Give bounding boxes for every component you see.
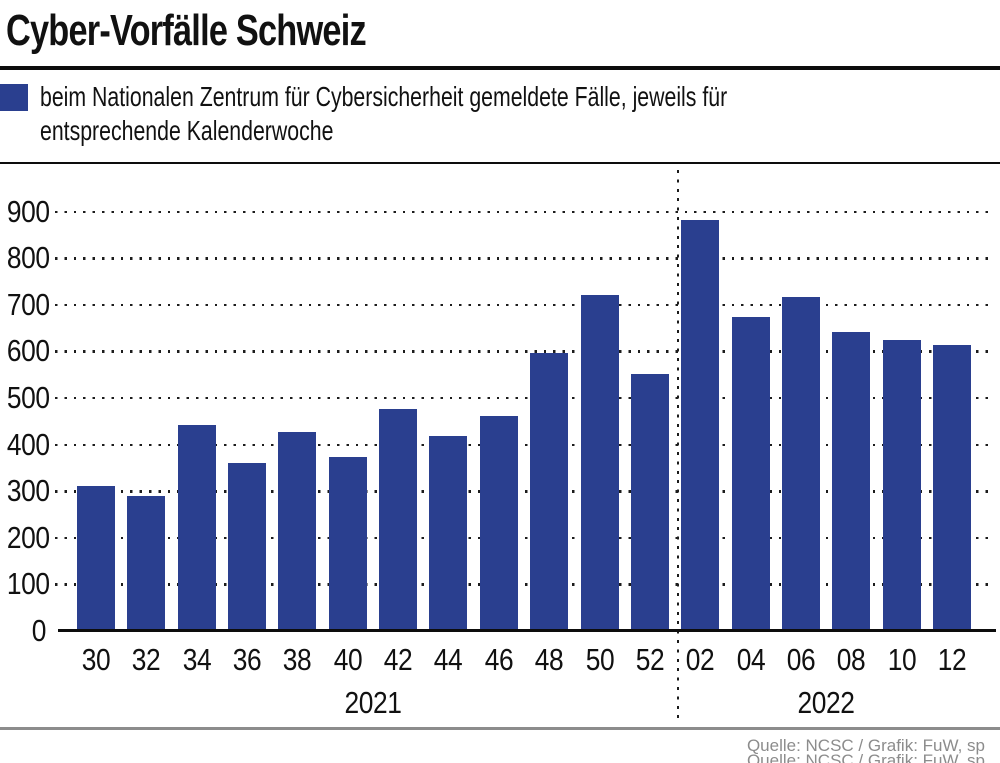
gridline-100 <box>55 583 992 586</box>
x-tick-label-48: 48 <box>534 642 564 677</box>
y-tick-label-900: 900 <box>6 193 50 229</box>
gridline-400 <box>55 443 992 446</box>
y-tick-label-0: 0 <box>31 613 47 648</box>
x-tick-label-04: 04 <box>736 642 765 677</box>
x-tick-label-44: 44 <box>434 642 463 677</box>
x-tick-label-10: 10 <box>887 642 916 677</box>
x-tick-label-46: 46 <box>484 642 514 677</box>
gridline-800 <box>55 257 992 260</box>
year-label-2022: 2022 <box>797 685 855 720</box>
gridline-200 <box>55 536 992 540</box>
year-label-2021: 2021 <box>344 685 402 720</box>
source-credit: Quelle: NCSC / Grafik: FuW, sp <box>746 736 985 755</box>
y-tick-label-800: 800 <box>6 240 50 276</box>
x-tick-label-12: 12 <box>937 642 967 677</box>
bar-week-48 <box>530 353 569 631</box>
gridline-300 <box>55 490 992 493</box>
bar-week-34 <box>177 424 216 631</box>
y-tick-label-100: 100 <box>6 566 50 602</box>
x-tick-label-50: 50 <box>585 642 614 677</box>
year-divider-dotted-line <box>677 170 680 724</box>
page-title: Cyber-Vorfälle Schweiz <box>6 6 367 55</box>
bar-week-50 <box>580 294 619 631</box>
bar-week-44 <box>429 436 468 631</box>
legend-line-2: entsprechende Kalenderwoche <box>40 115 334 146</box>
x-tick-label-02: 02 <box>685 642 715 677</box>
x-tick-label-08: 08 <box>837 642 866 677</box>
bar-week-04 <box>731 317 770 631</box>
y-tick-label-400: 400 <box>6 426 50 462</box>
y-tick-label-600: 600 <box>6 333 50 369</box>
y-tick-label-200: 200 <box>6 519 50 555</box>
x-tick-label-30: 30 <box>81 642 111 677</box>
gridline-700 <box>55 303 992 307</box>
legend-line-1: beim Nationalen Zentrum für Cybersicherh… <box>40 81 728 112</box>
bar-week-10 <box>882 339 921 631</box>
x-tick-label-38: 38 <box>283 642 312 677</box>
x-tick-label-06: 06 <box>786 642 816 677</box>
bar-week-46 <box>479 416 518 631</box>
y-tick-label-500: 500 <box>6 380 50 415</box>
bar-week-42 <box>379 409 418 631</box>
bar-week-12 <box>932 344 971 631</box>
y-tick-label-700: 700 <box>6 286 50 322</box>
bar-week-32 <box>127 495 166 631</box>
bar-week-06 <box>781 296 820 631</box>
chart-top-divider <box>0 162 1000 164</box>
bar-week-36 <box>228 462 267 631</box>
gridline-900 <box>55 210 992 213</box>
x-axis-line <box>58 629 996 632</box>
bar-week-40 <box>328 457 367 631</box>
x-tick-label-32: 32 <box>132 642 161 677</box>
bar-week-02 <box>681 219 720 631</box>
x-tick-label-36: 36 <box>232 642 262 677</box>
gridline-500 <box>55 397 992 400</box>
title-divider <box>0 66 1000 70</box>
x-tick-label-52: 52 <box>635 642 665 677</box>
footer-separator-line <box>0 727 1000 730</box>
x-tick-label-42: 42 <box>383 642 413 677</box>
bar-week-30 <box>77 485 115 631</box>
x-tick-label-34: 34 <box>182 642 211 677</box>
bar-week-08 <box>832 331 871 631</box>
x-tick-label-40: 40 <box>333 642 363 677</box>
gridline-600 <box>55 350 992 353</box>
legend-swatch-icon <box>0 84 28 111</box>
legend: beim Nationalen Zentrum für Cybersicherh… <box>40 80 727 148</box>
y-tick-label-300: 300 <box>6 473 50 509</box>
bar-week-52 <box>630 374 669 631</box>
bar-week-38 <box>278 432 317 631</box>
source-credit-cropped: Quelle: NCSC / Grafik: FuW, sp <box>746 751 985 763</box>
